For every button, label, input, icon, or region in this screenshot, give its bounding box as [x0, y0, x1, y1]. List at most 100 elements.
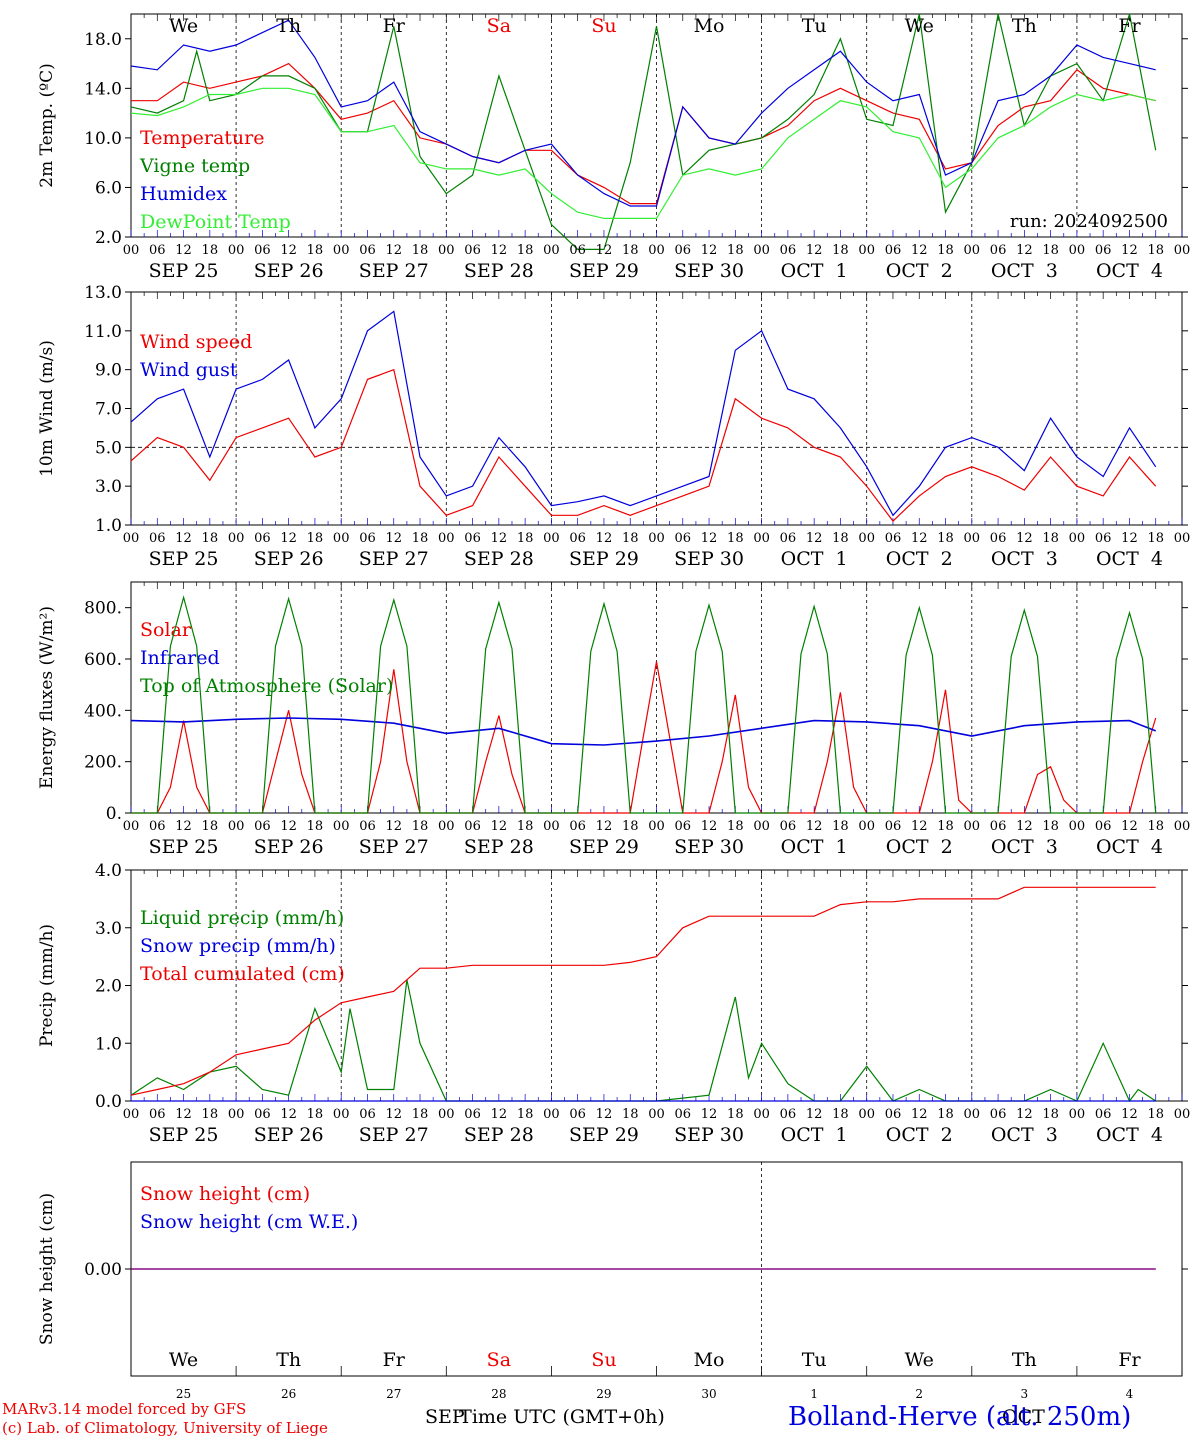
- weekday-label-bottom: We: [905, 1349, 934, 1371]
- model-credit-line1: MARv3.14 model forced by GFS: [2, 1400, 247, 1418]
- hour-label: 18: [622, 243, 639, 258]
- hour-label: 06: [990, 1107, 1007, 1122]
- hour-label: 00: [1174, 819, 1191, 834]
- hour-label: 00: [438, 243, 455, 258]
- hour-label: 06: [675, 243, 692, 258]
- y-tick-label: 3.0: [95, 477, 122, 497]
- hour-label: 18: [1147, 1107, 1164, 1122]
- y-tick-label: 10.0: [84, 129, 122, 149]
- y-tick-label: 9.0: [95, 361, 122, 381]
- y-tick-label: 600.: [84, 650, 122, 670]
- date-label: OCT 3: [991, 260, 1058, 282]
- weekday-label-bottom: We: [169, 1349, 198, 1371]
- hour-label: 18: [1147, 531, 1164, 546]
- y-axis-label: Precip (mm/h): [37, 924, 57, 1047]
- hour-label: 12: [1121, 531, 1138, 546]
- panel-energy: 0. 200. 400. 600. 800. Energy fluxes (W/m²) So…: [37, 581, 1191, 858]
- y-tick-label: 5.0: [95, 438, 122, 458]
- date-label: SEP 30: [674, 548, 744, 570]
- y-tick-label: 0.0: [95, 1092, 122, 1112]
- hour-label: 06: [1095, 1107, 1112, 1122]
- date-label: SEP 30: [674, 1124, 744, 1146]
- hour-label: 00: [333, 243, 350, 258]
- hour-label: 18: [202, 243, 219, 258]
- y-tick-label: 2.0: [95, 228, 122, 248]
- hour-label: 18: [727, 1107, 744, 1122]
- hour-label: 00: [1069, 243, 1086, 258]
- hour-label: 06: [464, 243, 481, 258]
- hour-label: 06: [990, 819, 1007, 834]
- hour-label: 12: [385, 243, 402, 258]
- hour-label: 06: [675, 1107, 692, 1122]
- hour-label: 12: [806, 819, 823, 834]
- legend-entry: Total cumulated (cm): [140, 963, 345, 985]
- hour-label: 00: [228, 1107, 245, 1122]
- hour-label: 06: [359, 531, 376, 546]
- hour-label: 06: [254, 243, 271, 258]
- series-line-wind-gust: [130, 310, 1157, 517]
- date-label: SEP 25: [149, 260, 219, 282]
- hour-label: 12: [911, 819, 928, 834]
- hour-label: 12: [806, 243, 823, 258]
- panel-temp: 2.0 6.0 10.0 14.0 18.0 2m Temp. (ºC) Temperatu…: [37, 13, 1190, 282]
- hour-label: 12: [596, 243, 613, 258]
- weekday-label-bottom: Sa: [487, 1349, 511, 1371]
- legend-entry: Humidex: [140, 183, 227, 205]
- hour-label: 18: [937, 243, 954, 258]
- hour-label: 18: [412, 819, 429, 834]
- model-credit-line2: (c) Lab. of Climatology, University of L…: [2, 1419, 328, 1437]
- hour-label: 18: [202, 531, 219, 546]
- hour-label: 06: [1095, 243, 1112, 258]
- date-label: SEP 25: [149, 548, 219, 570]
- hour-label: 00: [858, 243, 875, 258]
- hour-label: 18: [727, 531, 744, 546]
- hour-label: 12: [1016, 243, 1033, 258]
- hour-label: 12: [175, 243, 192, 258]
- bottom-date-number: 29: [596, 1387, 611, 1401]
- bottom-date-number: 26: [281, 1387, 296, 1401]
- y-tick-label: 3.0: [95, 919, 122, 939]
- hour-label: 00: [438, 1107, 455, 1122]
- hour-label: 18: [937, 819, 954, 834]
- legend-entry: Snow height (cm): [140, 1183, 310, 1205]
- legend-entry: DewPoint Temp: [140, 211, 291, 233]
- date-label: OCT 1: [781, 548, 848, 570]
- legend-entry: Temperature: [140, 127, 264, 149]
- date-label: OCT 3: [991, 836, 1058, 858]
- hour-label: 18: [517, 243, 534, 258]
- hour-label: 00: [228, 531, 245, 546]
- legend-entry: Solar: [140, 619, 192, 641]
- y-axis-label: 2m Temp. (ºC): [37, 63, 57, 188]
- hour-label: 18: [307, 819, 324, 834]
- series-line-humidex: [130, 19, 1156, 207]
- hour-label: 00: [964, 531, 981, 546]
- hour-label: 12: [1016, 1107, 1033, 1122]
- legend-entry: Top of Atmosphere (Solar): [140, 675, 393, 697]
- hour-label: 06: [780, 531, 797, 546]
- y-axis-label: Snow height (cm): [37, 1193, 57, 1345]
- date-label: SEP 28: [464, 260, 534, 282]
- hour-label: 12: [385, 531, 402, 546]
- hour-label: 00: [1174, 531, 1191, 546]
- hour-label: 18: [1042, 1107, 1059, 1122]
- date-label: OCT 4: [1096, 836, 1163, 858]
- bottom-date-number: 30: [701, 1387, 716, 1401]
- legend-entry: Wind speed: [140, 331, 252, 353]
- hour-label: 12: [911, 531, 928, 546]
- hour-label: 06: [464, 531, 481, 546]
- legend-entry: Snow height (cm W.E.): [140, 1211, 358, 1233]
- weekday-label-bottom: Mo: [694, 1349, 725, 1371]
- hour-label: 18: [517, 819, 534, 834]
- panel-precip: 0.0 1.0 2.0 3.0 4.0 Precip (mm/h) Liquid preci…: [37, 861, 1190, 1146]
- date-label: OCT 3: [991, 548, 1058, 570]
- date-label: SEP 27: [359, 260, 429, 282]
- hour-label: 18: [832, 1107, 849, 1122]
- hour-label: 00: [123, 243, 140, 258]
- hour-label: 00: [123, 531, 140, 546]
- date-label: SEP 25: [149, 836, 219, 858]
- hour-label: 12: [385, 819, 402, 834]
- date-label: SEP 27: [359, 836, 429, 858]
- hour-label: 06: [1095, 531, 1112, 546]
- hour-label: 00: [333, 819, 350, 834]
- hour-label: 00: [438, 819, 455, 834]
